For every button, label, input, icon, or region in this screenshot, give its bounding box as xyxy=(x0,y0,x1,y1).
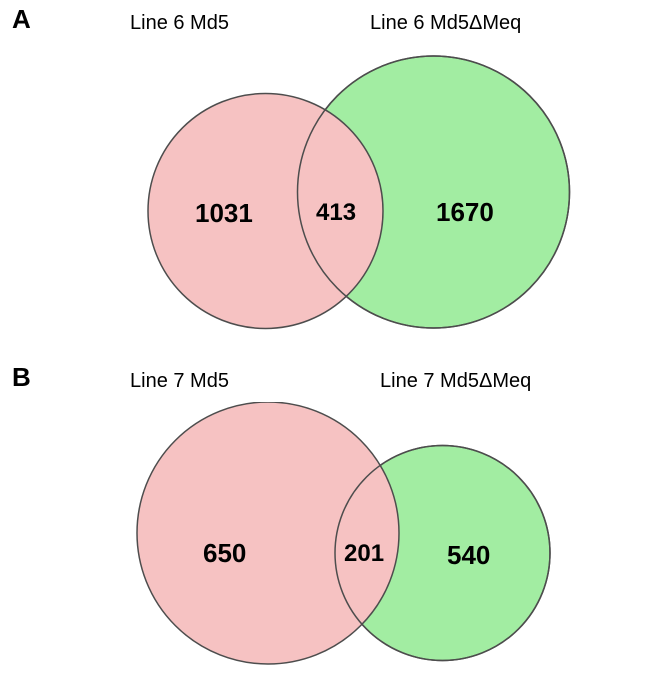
panel-a-label: A xyxy=(12,4,31,35)
panel-b-left-circle xyxy=(137,402,399,664)
panel-b-left-count: 650 xyxy=(203,538,246,569)
panel-a-right-title: Line 6 Md5ΔMeq xyxy=(370,12,521,35)
panel-b-right-title: Line 7 Md5ΔMeq xyxy=(380,370,531,393)
venn-diagram-a xyxy=(80,48,580,338)
panel-b-right-count: 540 xyxy=(447,540,490,571)
panel-a-right-count: 1670 xyxy=(436,197,494,228)
panel-b-intersection-count: 201 xyxy=(344,540,384,568)
panel-b-label: B xyxy=(12,362,31,393)
panel-b-left-title: Line 7 Md5 xyxy=(130,370,229,393)
panel-a-left-title: Line 6 Md5 xyxy=(130,12,229,35)
panel-a-intersection-count: 413 xyxy=(316,199,356,227)
venn-diagram-b xyxy=(80,402,580,682)
figure-stage: A Line 6 Md5 Line 6 Md5ΔMeq 1031 413 167… xyxy=(0,0,653,682)
panel-a-left-count: 1031 xyxy=(195,198,253,229)
